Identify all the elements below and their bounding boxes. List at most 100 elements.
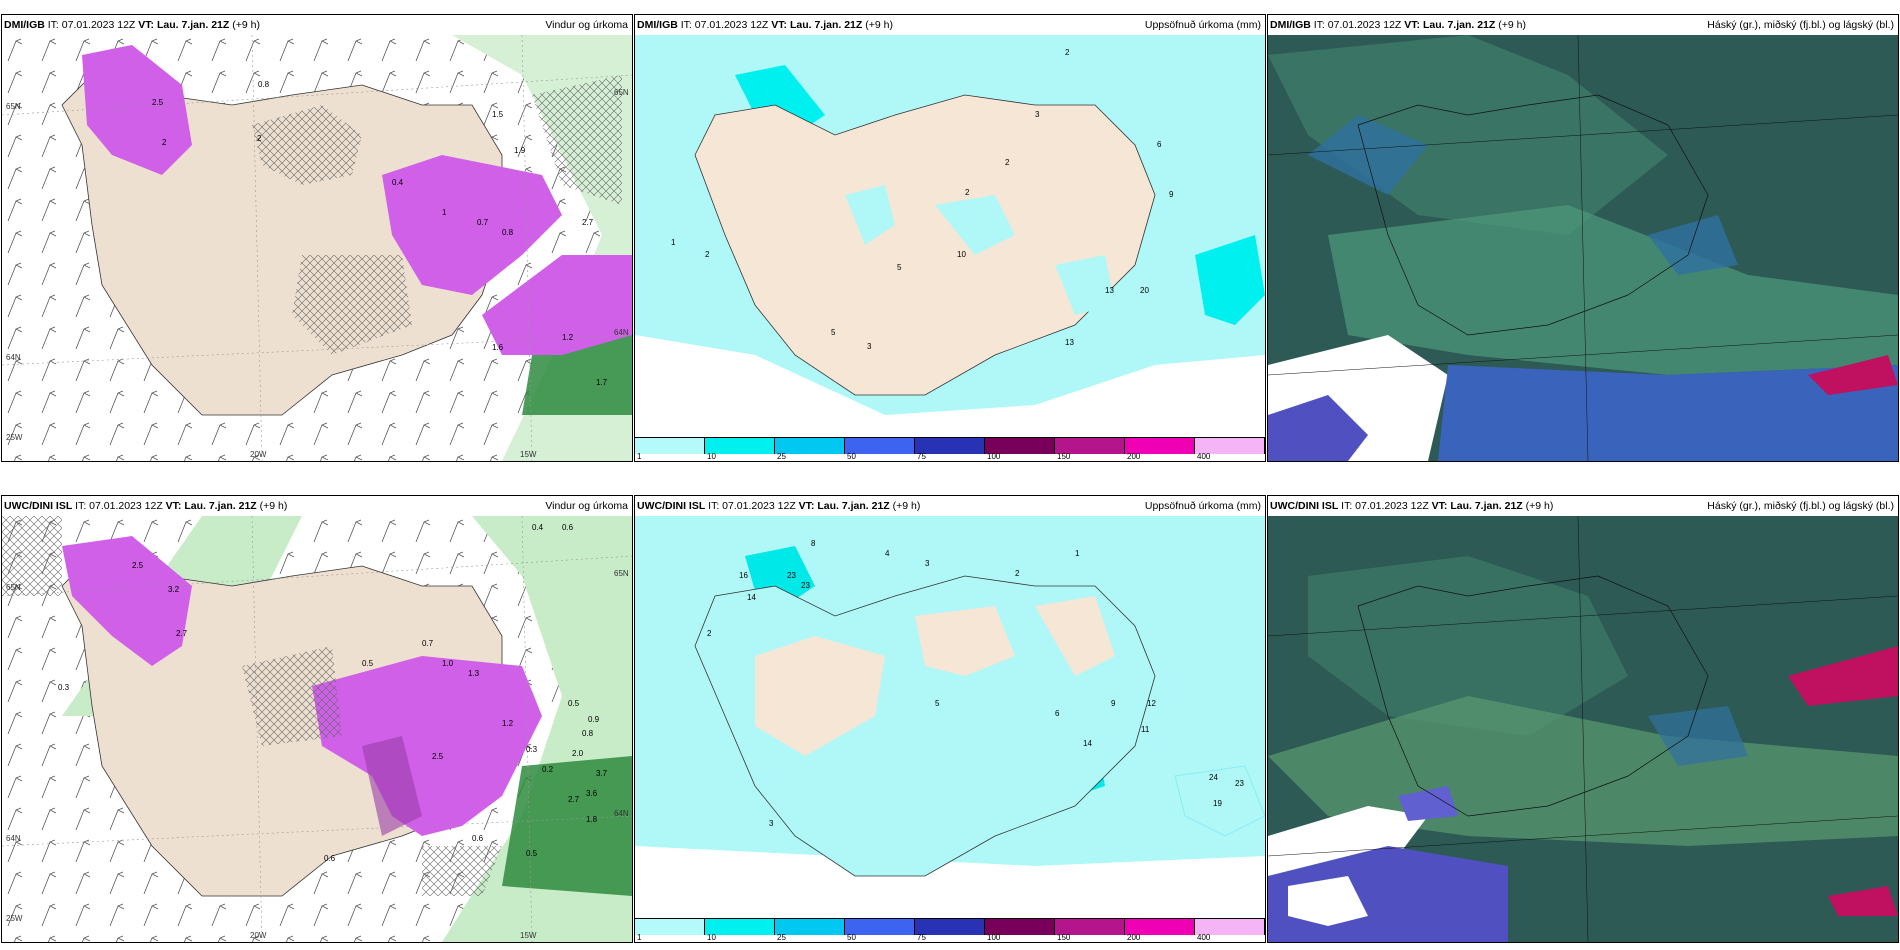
lat-label: 64N	[6, 834, 21, 843]
precip-colorbar: 1 10 25 50 75 100 150 200 400	[635, 437, 1265, 461]
lat-label: 64N	[614, 328, 629, 337]
svg-text:20: 20	[1140, 286, 1149, 295]
svg-text:1.7: 1.7	[596, 378, 608, 387]
svg-text:1.2: 1.2	[502, 719, 514, 728]
precip-values: 2 3 6 9 2 2 1 2 5 10 13 20 5 3 13	[671, 48, 1174, 351]
colorbar-cell	[915, 919, 985, 935]
svg-text:2: 2	[1065, 48, 1070, 57]
model-name: UWC/DINI ISL	[1270, 500, 1339, 512]
svg-text:19: 19	[1213, 799, 1222, 808]
valid-time-label: VT:	[798, 500, 815, 512]
lat-label: 65N	[614, 569, 629, 578]
forecast-step: (+9 h)	[1525, 500, 1554, 512]
panel-header: UWC/DINI ISL IT: 07.01.2023 12Z VT: Lau.…	[2, 496, 632, 516]
svg-text:14: 14	[747, 593, 756, 602]
svg-text:10: 10	[957, 250, 966, 259]
lon-label: 20W	[250, 931, 267, 940]
lon-label: 20W	[250, 450, 267, 459]
svg-text:2: 2	[705, 250, 710, 259]
valid-time-label: VT:	[771, 19, 788, 31]
valid-time: Lau. 7.jan. 21Z	[156, 19, 230, 31]
forecast-step: (+9 h)	[1498, 19, 1526, 31]
map-accum-precip: 2 3 6 9 2 2 1 2 5 10 13 20 5 3 13	[635, 35, 1265, 437]
valid-time: Lau. 7.jan. 21Z	[1422, 19, 1496, 31]
panel-header: DMI/IGB IT: 07.01.2023 12Z VT: Lau. 7.ja…	[635, 15, 1265, 35]
svg-text:1: 1	[671, 238, 676, 247]
colorbar-cell	[705, 919, 775, 935]
valid-time: Lau. 7.jan. 21Z	[789, 19, 863, 31]
svg-text:0.3: 0.3	[526, 745, 538, 754]
precip-values: 0.4 0.6 2.5 3.2 2.7 0.3 0.5 1.3 1.0 0.7 …	[58, 523, 608, 863]
precip-values: 0.8 2 2 1.5 1.9 0.4 1 0.7 0.8 2.7 1.2 1.…	[152, 80, 608, 387]
svg-text:23: 23	[801, 581, 810, 590]
svg-text:2: 2	[1015, 569, 1020, 578]
colorbar-tick: 400	[1197, 452, 1211, 461]
svg-text:9: 9	[1169, 190, 1174, 199]
svg-text:0.7: 0.7	[477, 218, 489, 227]
lat-label: 65N	[6, 583, 21, 592]
colorbar-cell	[1195, 438, 1265, 454]
lat-label: 65N	[6, 102, 21, 111]
panel-uwc-clouds: UWC/DINI ISL IT: 07.01.2023 12Z VT: Lau.…	[1267, 495, 1899, 943]
svg-text:0.9: 0.9	[588, 715, 600, 724]
panel-header: UWC/DINI ISL IT: 07.01.2023 12Z VT: Lau.…	[635, 496, 1265, 516]
svg-text:6: 6	[1055, 709, 1060, 718]
colorbar-tick: 1	[637, 452, 642, 461]
svg-text:2: 2	[1005, 158, 1010, 167]
map-clouds	[1268, 35, 1898, 461]
svg-text:0.8: 0.8	[502, 228, 514, 237]
svg-text:3: 3	[925, 559, 930, 568]
init-time: IT: 07.01.2023 12Z	[680, 19, 769, 31]
valid-time: Lau. 7.jan. 21Z	[817, 500, 890, 512]
svg-text:2: 2	[257, 134, 262, 143]
colorbar-cell	[845, 438, 915, 454]
lat-label: 64N	[6, 353, 21, 362]
svg-text:1.0: 1.0	[442, 659, 454, 668]
panel-dmi-accum-precip: DMI/IGB IT: 07.01.2023 12Z VT: Lau. 7.ja…	[634, 14, 1266, 462]
colorbar-cell	[1125, 919, 1195, 935]
svg-text:1.9: 1.9	[514, 146, 526, 155]
lat-label: 64N	[614, 809, 629, 818]
svg-text:0.2: 0.2	[542, 765, 554, 774]
precip-colorbar: 1 10 25 50 75 100 150 200 400	[635, 918, 1265, 942]
svg-text:2.5: 2.5	[152, 98, 164, 107]
svg-text:0.4: 0.4	[532, 523, 544, 532]
svg-text:2.7: 2.7	[582, 218, 594, 227]
panel-header: DMI/IGB IT: 07.01.2023 12Z VT: Lau. 7.ja…	[1268, 15, 1898, 35]
model-name: DMI/IGB	[1270, 19, 1311, 31]
svg-text:23: 23	[1235, 779, 1244, 788]
svg-text:1: 1	[442, 208, 447, 217]
colorbar-tick: 150	[1057, 933, 1071, 942]
colorbar-cell	[775, 919, 845, 935]
svg-text:11: 11	[1141, 725, 1150, 734]
svg-text:2: 2	[162, 138, 167, 147]
colorbar-tick: 400	[1197, 933, 1211, 942]
map-wind-precip: 65N 64N 25W 20W 15W 65N 64N 0.4 0.6 2.5 …	[2, 516, 632, 942]
svg-text:4: 4	[885, 549, 890, 558]
svg-text:1.2: 1.2	[562, 333, 574, 342]
colorbar-cell	[705, 438, 775, 454]
svg-text:9: 9	[1111, 699, 1116, 708]
colorbar-tick: 50	[847, 933, 856, 942]
svg-text:5: 5	[935, 699, 940, 708]
svg-text:2: 2	[707, 629, 712, 638]
init-time: IT: 07.01.2023 12Z	[708, 500, 796, 512]
panel-uwc-accum-precip: UWC/DINI ISL IT: 07.01.2023 12Z VT: Lau.…	[634, 495, 1266, 943]
svg-text:0.5: 0.5	[362, 659, 374, 668]
panel-uwc-wind-precip: UWC/DINI ISL IT: 07.01.2023 12Z VT: Lau.…	[1, 495, 633, 943]
init-time: IT: 07.01.2023 12Z	[1313, 19, 1402, 31]
svg-text:2.5: 2.5	[432, 752, 444, 761]
lon-label: 15W	[520, 931, 537, 940]
svg-text:8: 8	[811, 539, 816, 548]
colorbar-tick: 50	[847, 452, 856, 461]
valid-time: Lau. 7.jan. 21Z	[1450, 500, 1523, 512]
colorbar-cell	[915, 438, 985, 454]
map-clouds	[1268, 516, 1898, 942]
svg-text:3.7: 3.7	[596, 769, 608, 778]
lon-label: 15W	[520, 450, 537, 459]
forecast-step: (+9 h)	[865, 19, 893, 31]
map-wind-precip: 65N 64N 25W 20W 15W 65N 64N 0.8 2 2 1.5 …	[2, 35, 632, 461]
colorbar-tick: 10	[707, 452, 716, 461]
panel-title: Uppsöfnuð úrkoma (mm)	[1144, 19, 1261, 31]
colorbar-tick: 100	[987, 933, 1001, 942]
